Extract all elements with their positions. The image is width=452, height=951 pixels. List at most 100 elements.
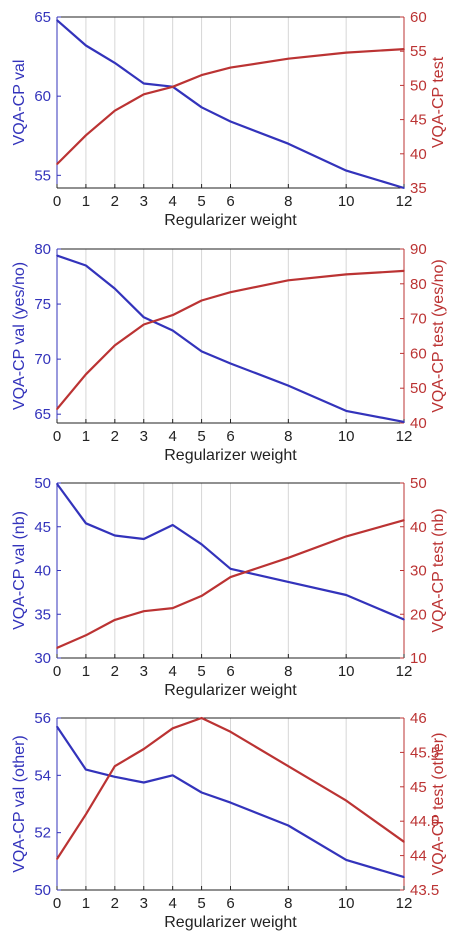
right-y-tick-label: 50 bbox=[410, 475, 427, 492]
x-tick-label: 10 bbox=[338, 895, 355, 912]
val-series-point bbox=[287, 581, 290, 583]
left-y-tick-label: 55 bbox=[34, 167, 51, 184]
test-series-point bbox=[403, 48, 405, 50]
val-series-point bbox=[229, 801, 232, 804]
x-tick-label: 6 bbox=[226, 663, 234, 680]
x-tick-label: 4 bbox=[168, 663, 176, 680]
x-tick-label: 3 bbox=[140, 428, 148, 445]
left-y-tick-label: 65 bbox=[34, 406, 51, 423]
test-series-line bbox=[56, 48, 405, 165]
x-tick-label: 3 bbox=[140, 895, 148, 912]
right-y-tick-label: 46 bbox=[410, 710, 427, 727]
x-tick-label: 8 bbox=[284, 895, 292, 912]
x-tick-label: 6 bbox=[226, 193, 234, 210]
x-tick-label: 12 bbox=[396, 193, 413, 210]
test-series-point bbox=[114, 344, 116, 347]
right-y-tick-label: 70 bbox=[410, 311, 427, 328]
test-series-point bbox=[56, 163, 58, 165]
val-series-line bbox=[56, 483, 405, 621]
right-y-tick-label: 20 bbox=[410, 606, 427, 623]
test-series-point bbox=[171, 314, 174, 316]
right-y-tick-label: 43.5 bbox=[410, 882, 439, 899]
val-series-point bbox=[85, 264, 87, 267]
left-y-tick-label: 50 bbox=[34, 475, 51, 492]
val-series-point bbox=[229, 362, 232, 365]
right-y-tick-label: 40 bbox=[410, 146, 427, 163]
x-axis-label: Regularizer weight bbox=[164, 914, 297, 931]
test-series-point bbox=[142, 323, 145, 326]
right-y-tick-label: 40 bbox=[410, 519, 427, 536]
test-series-point bbox=[200, 74, 203, 76]
test-series-point bbox=[114, 109, 116, 112]
x-tick-label: 2 bbox=[111, 428, 119, 445]
x-tick-label: 10 bbox=[338, 428, 355, 445]
test-series-point bbox=[345, 51, 347, 54]
test-series-point bbox=[171, 727, 174, 730]
chart-panel-4: 0 1 2 3 4 5 6 8 10 125052545643.54444.54545.546Re… bbox=[11, 710, 447, 931]
val-series-point bbox=[56, 254, 58, 257]
val-series-point bbox=[56, 19, 58, 21]
x-tick-label: 2 bbox=[111, 895, 119, 912]
test-series-point bbox=[85, 134, 87, 137]
x-tick-label: 1 bbox=[82, 663, 90, 680]
val-series-point bbox=[56, 725, 58, 728]
chart-panel-2: 0 1 2 3 4 5 6 8 10 1265707580405060708090Regulari… bbox=[11, 241, 447, 464]
val-series-point bbox=[85, 768, 87, 771]
test-series-point bbox=[229, 291, 232, 293]
test-series-point bbox=[229, 730, 232, 733]
val-series-point bbox=[142, 82, 145, 85]
val-series-point bbox=[345, 594, 347, 596]
test-series-point bbox=[85, 634, 87, 637]
x-tick-label: 3 bbox=[140, 193, 148, 210]
x-tick-label: 0 bbox=[53, 193, 61, 210]
val-series-point bbox=[345, 410, 347, 412]
right-y-tick-label: 80 bbox=[410, 276, 427, 293]
test-series-line bbox=[56, 269, 405, 410]
x-tick-label: 12 bbox=[396, 428, 413, 445]
chart-panel-3: 0 1 2 3 4 5 6 8 10 1230354045501020304050Regulari… bbox=[11, 475, 447, 699]
left-y-tick-label: 35 bbox=[34, 606, 51, 623]
val-series-line bbox=[56, 254, 405, 423]
x-tick-label: 4 bbox=[168, 895, 176, 912]
x-tick-label: 1 bbox=[82, 428, 90, 445]
x-tick-label: 8 bbox=[284, 428, 292, 445]
val-series-point bbox=[200, 791, 203, 794]
val-series-point bbox=[56, 483, 58, 485]
left-y-tick-label: 70 bbox=[34, 351, 51, 368]
val-series-point bbox=[229, 120, 232, 123]
val-series-point bbox=[200, 106, 203, 109]
test-series-point bbox=[171, 607, 174, 609]
val-series-point bbox=[287, 142, 290, 145]
left-y-tick-label: 54 bbox=[34, 767, 51, 784]
right-y-axis-label: VQA-CP test (yes/no) bbox=[430, 259, 447, 413]
test-series-point bbox=[56, 647, 58, 649]
x-tick-label: 5 bbox=[197, 428, 205, 445]
x-tick-label: 12 bbox=[396, 663, 413, 680]
test-series-point bbox=[85, 813, 87, 816]
test-series-point bbox=[345, 273, 347, 276]
right-y-tick-label: 45.5 bbox=[410, 744, 439, 761]
x-tick-label: 6 bbox=[226, 428, 234, 445]
right-y-tick-label: 60 bbox=[410, 9, 427, 26]
val-series-point bbox=[345, 859, 347, 861]
test-series-point bbox=[403, 841, 405, 843]
val-series-point bbox=[200, 543, 203, 546]
val-series-point bbox=[142, 316, 145, 319]
x-axis-label: Regularizer weight bbox=[164, 682, 297, 699]
val-series-point bbox=[403, 187, 405, 189]
right-y-tick-label: 30 bbox=[410, 563, 427, 580]
x-tick-label: 0 bbox=[53, 895, 61, 912]
val-series-point bbox=[114, 775, 116, 778]
x-tick-label: 0 bbox=[53, 663, 61, 680]
left-y-axis-label: VQA-CP val bbox=[11, 60, 28, 146]
right-y-tick-label: 40 bbox=[410, 415, 427, 432]
test-series-line bbox=[56, 716, 405, 860]
left-y-tick-label: 80 bbox=[34, 241, 51, 258]
test-series-point bbox=[403, 519, 405, 521]
test-series-point bbox=[114, 765, 116, 767]
x-tick-label: 2 bbox=[111, 663, 119, 680]
x-tick-label: 12 bbox=[396, 895, 413, 912]
val-series-point bbox=[345, 169, 347, 172]
x-tick-label: 0 bbox=[53, 428, 61, 445]
